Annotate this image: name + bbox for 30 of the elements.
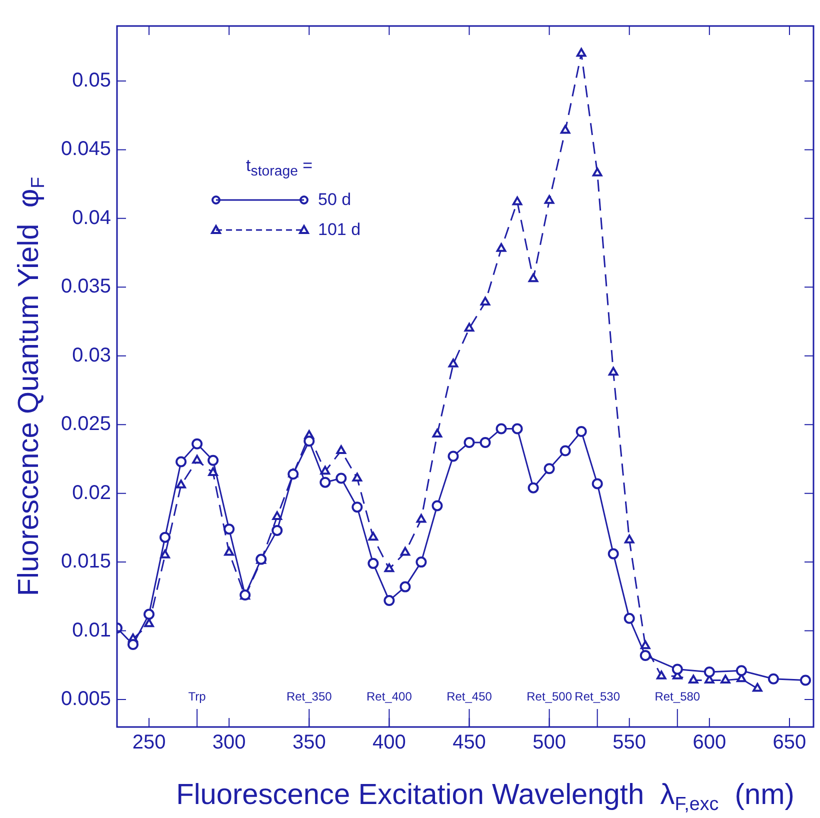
x-tick-label: 500 [532, 732, 566, 754]
y-tick-label: 0.005 [60, 688, 111, 710]
x-tick-label: 350 [292, 732, 326, 754]
ref-line-label: Ret_450 [446, 689, 492, 704]
ref-line-label: Ret_500 [526, 689, 572, 704]
ref-line-label: Ret_400 [366, 689, 412, 704]
x-tick-label: 650 [772, 732, 806, 754]
ref-line-label: Ret_530 [574, 689, 620, 704]
ref-line-label: Ret_580 [654, 689, 700, 704]
y-tick-label: 0.035 [60, 276, 111, 298]
legend-title: t$_{storage}$ = [246, 156, 314, 180]
x-tick-label: 450 [452, 732, 486, 754]
legend-label: 101 d [318, 220, 361, 240]
y-tick-label: 0.045 [60, 138, 111, 160]
y-tick-label: 0.03 [72, 344, 111, 366]
y-tick-label: 0.04 [72, 206, 111, 229]
y-tick-label: 0.015 [60, 550, 111, 573]
y-tick-label: 0.05 [72, 69, 111, 92]
legend-label: 50 d [318, 190, 352, 210]
y-tick-label: 0.01 [72, 619, 111, 642]
x-tick-label: 300 [212, 732, 246, 754]
ref-line-label: Ret_350 [286, 689, 332, 704]
x-tick-label: 550 [612, 732, 646, 754]
x-tick-label: 250 [132, 732, 166, 754]
y-tick-label: 0.025 [60, 413, 111, 436]
ref-line-label: Trp [188, 689, 206, 704]
x-tick-label: 600 [692, 732, 726, 754]
y-axis-title: Fluorescence Quantum Yield φF [13, 176, 48, 596]
y-tick-label: 0.02 [72, 482, 111, 504]
x-tick-label: 400 [372, 732, 406, 754]
